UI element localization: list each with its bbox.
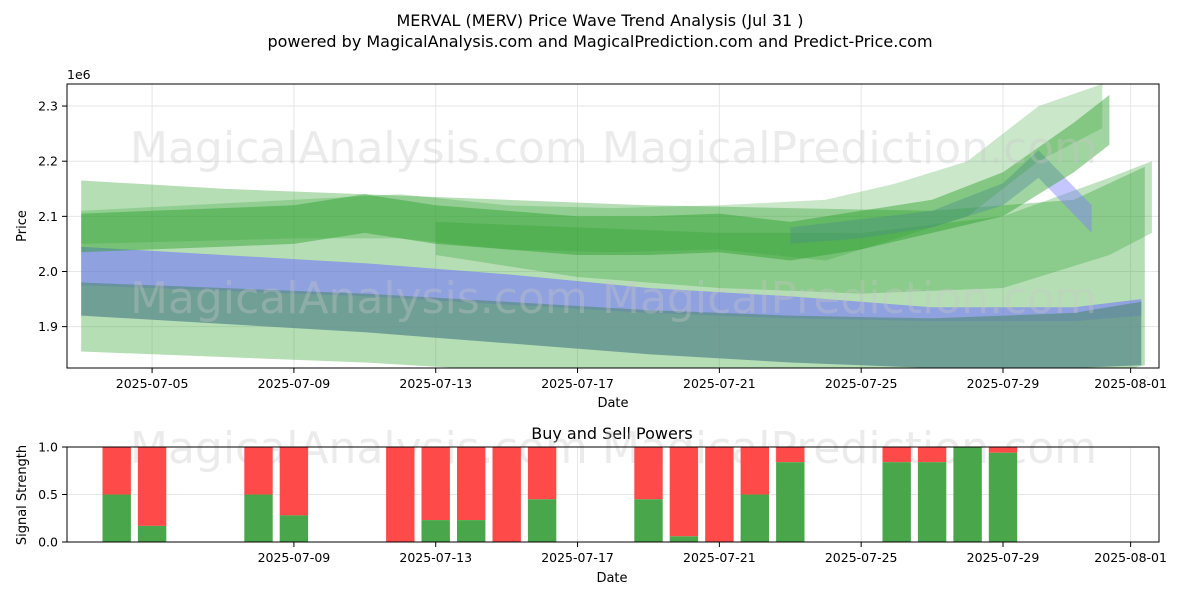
green-main-band [81,95,1110,261]
buy-bar [776,462,805,542]
sell-bar [457,447,486,521]
signal-watermarks: MagicalAnalysis.com MagicalPrediction.co… [130,423,1097,474]
y-multiplier-label: 1e6 [67,67,91,82]
sell-bar [137,447,167,526]
price-y-axis-label: Price [15,210,30,242]
blue-right-band [790,150,1092,244]
blue-upper-band [81,246,1142,322]
x-tick-label: 2025-07-09 [258,376,331,391]
price-plot-frame [66,83,1160,369]
price-axis-ticks: 2025-07-05 2025-07-09 2025-07-13 2025-07-17… [38,99,1167,391]
signal-x-axis-label: Date [596,571,627,586]
green-light-band [81,84,1103,261]
chart-title: MERVAL (MERV) Price Wave Trend Analysis … [396,11,803,30]
signal-axis-ticks: 2025-07-09 2025-07-13 2025-07-17 2025-07-21… [38,440,1167,566]
x-tick-label: 2025-07-21 [683,376,756,391]
x-tick-label: 2025-07-29 [967,376,1040,391]
watermark-text: MagicalAnalysis.com [130,273,588,324]
buy-bar [669,536,699,542]
signal-y-axis-label: Signal Strength [15,445,30,545]
sell-bar [669,447,699,537]
y-tick-label: 1.0 [38,440,58,455]
x-tick-label: 2025-08-01 [1094,376,1167,391]
y-tick-label: 2.2 [38,154,58,169]
sell-bar [492,447,521,542]
buy-bar [917,462,947,542]
buy-bar [527,499,557,543]
sell-bar [102,447,131,495]
x-tick-label: 2025-07-25 [825,550,898,565]
price-grid [67,84,1159,368]
x-tick-label: 2025-07-29 [967,550,1040,565]
y-tick-label: 0.0 [38,535,58,550]
sell-bar [421,447,450,521]
price-watermarks: MagicalAnalysis.com MagicalPrediction.co… [130,123,1097,324]
y-tick-label: 2.3 [38,99,58,114]
sell-bar [634,447,663,500]
buy-bar [457,520,486,542]
signal-plot: Buy and Sell Powers MagicalAnalysis.com … [15,423,1167,586]
buy-bar [634,499,663,543]
buy-bar [421,520,450,542]
buy-bar [102,494,131,542]
sell-bar [527,447,557,500]
x-tick-label: 2025-08-01 [1094,550,1167,565]
chart-subtitle: powered by MagicalAnalysis.com and Magic… [267,32,932,51]
sell-bar [244,447,273,495]
watermark-text: MagicalAnalysis.com [130,123,588,174]
price-plot: MagicalAnalysis.com MagicalPrediction.co… [15,67,1167,411]
y-tick-label: 2.1 [38,209,58,224]
buy-bar [137,525,167,542]
sell-bar [882,447,911,463]
x-tick-label: 2025-07-13 [399,376,472,391]
green-lower-right-band [435,161,1152,294]
buy-bar [988,452,1018,542]
buy-bar [953,447,982,542]
sell-bar [740,447,769,495]
buy-bar [740,494,769,542]
x-tick-label: 2025-07-17 [541,550,614,565]
buy-bar [279,515,309,542]
watermark-text: MagicalPrediction.com [602,123,1097,174]
buy-bar [244,494,273,542]
sell-bar [386,447,415,542]
price-bands [81,84,1152,368]
y-tick-label: 1.9 [38,319,58,334]
y-tick-label: 2.0 [38,264,58,279]
watermark-text: MagicalPrediction.com [602,273,1097,324]
sell-bar [279,447,309,516]
x-tick-label: 2025-07-05 [116,376,189,391]
x-tick-label: 2025-07-09 [258,550,331,565]
y-tick-label: 0.5 [38,487,58,502]
signal-bars [102,447,1018,543]
signal-plot-title: Buy and Sell Powers [531,424,693,443]
sell-bar [776,447,805,463]
x-tick-label: 2025-07-17 [541,376,614,391]
teal-lower-band [81,282,1142,368]
sell-bar [917,447,947,463]
sell-bar [988,447,1018,453]
x-tick-label: 2025-07-21 [683,550,756,565]
sell-bar [705,447,734,542]
buy-bar [882,462,911,542]
price-x-axis-label: Date [597,396,628,411]
x-tick-label: 2025-07-25 [825,376,898,391]
x-tick-label: 2025-07-13 [399,550,472,565]
